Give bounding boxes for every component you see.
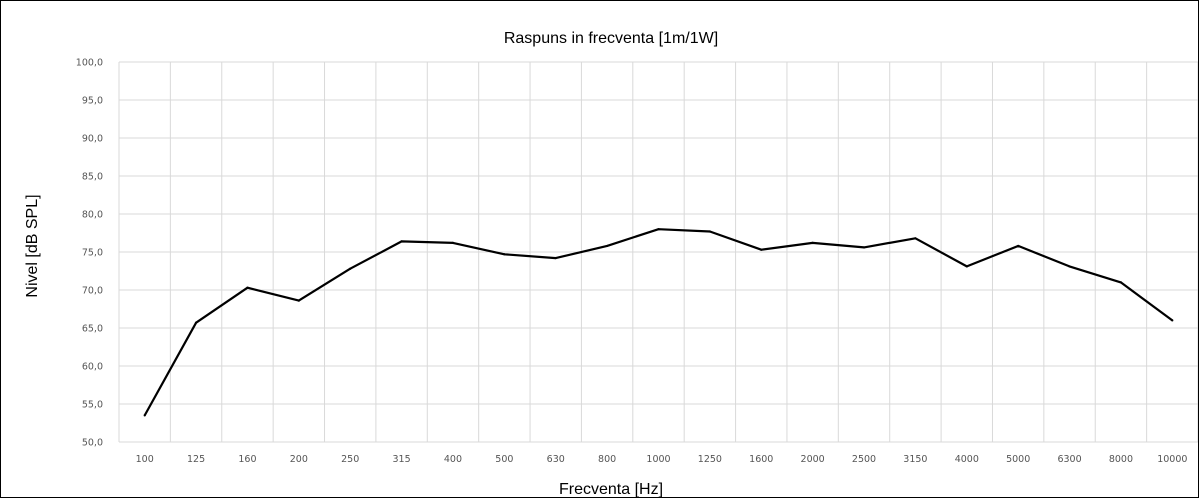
data-point: [143, 414, 146, 417]
data-point: [862, 246, 866, 249]
data-point: [297, 299, 300, 302]
data-point: [1017, 244, 1020, 248]
data-point: [914, 237, 917, 240]
chart-title: Raspuns in frecventa [1m/1W]: [504, 30, 718, 47]
data-point: [606, 244, 609, 248]
y-tick-label: 65,0: [82, 324, 103, 335]
x-tick-labels: 100 125 160 200 250 315 400 500 630 800 1000 1250 16…: [136, 454, 1188, 465]
y-tick-label: 55,0: [82, 400, 103, 411]
x-tick-label: 630: [547, 454, 565, 465]
x-tick-label: 200: [290, 454, 308, 465]
data-point: [503, 253, 506, 256]
x-tick-label: 2000: [801, 454, 825, 465]
data-point: [246, 286, 249, 289]
x-tick-label: 100: [136, 454, 154, 465]
grid-layer: [118, 61, 1198, 443]
x-tick-label: 160: [238, 454, 256, 465]
x-tick-label: 400: [444, 454, 462, 465]
x-tick-label: 3150: [903, 454, 927, 465]
y-tick-label: 95,0: [82, 96, 103, 107]
x-tick-label: 1250: [698, 454, 722, 465]
y-tick-label: 85,0: [82, 172, 103, 183]
data-point: [657, 228, 660, 231]
y-axis-label: Nivel [dB SPL]: [24, 194, 41, 297]
data-point: [1068, 265, 1071, 268]
y-tick-labels: 50,0 55,0 60,0 65,0 70,0 75,0 80,0 85,0 90,0 95,0…: [76, 58, 103, 449]
data-point: [349, 267, 352, 270]
x-tick-label: 500: [495, 454, 513, 465]
data-point: [965, 265, 968, 268]
y-tick-label: 100,0: [76, 58, 103, 69]
y-tick-label: 80,0: [82, 210, 103, 221]
x-tick-label: 250: [341, 454, 359, 465]
x-tick-label: 800: [598, 454, 616, 465]
y-tick-label: 60,0: [82, 362, 103, 373]
x-tick-label: 125: [187, 454, 205, 465]
x-tick-label: 1000: [646, 454, 670, 465]
data-point: [451, 241, 455, 244]
x-tick-label: 1600: [749, 454, 773, 465]
y-tick-label: 75,0: [82, 248, 103, 259]
x-tick-label: 315: [393, 454, 411, 465]
x-tick-label: 10000: [1157, 454, 1187, 465]
series-layer: [143, 228, 1174, 417]
x-tick-label: 2500: [852, 454, 876, 465]
x-tick-label: 4000: [955, 454, 979, 465]
data-point: [708, 230, 711, 233]
series-line: [143, 228, 1173, 416]
data-point: [760, 248, 763, 251]
x-tick-label: 5000: [1006, 454, 1030, 465]
x-tick-label: 8000: [1109, 454, 1133, 465]
data-point: [1119, 281, 1123, 284]
data-point: [400, 240, 403, 243]
data-point: [1171, 319, 1174, 322]
data-point: [554, 256, 557, 260]
data-point: [194, 321, 198, 324]
data-point: [811, 241, 814, 244]
y-tick-label: 90,0: [82, 134, 103, 145]
x-tick-label: 6300: [1057, 454, 1081, 465]
y-tick-label: 70,0: [82, 286, 103, 297]
y-tick-label: 50,0: [82, 438, 103, 449]
x-axis-label: Frecventa [Hz]: [559, 481, 663, 497]
